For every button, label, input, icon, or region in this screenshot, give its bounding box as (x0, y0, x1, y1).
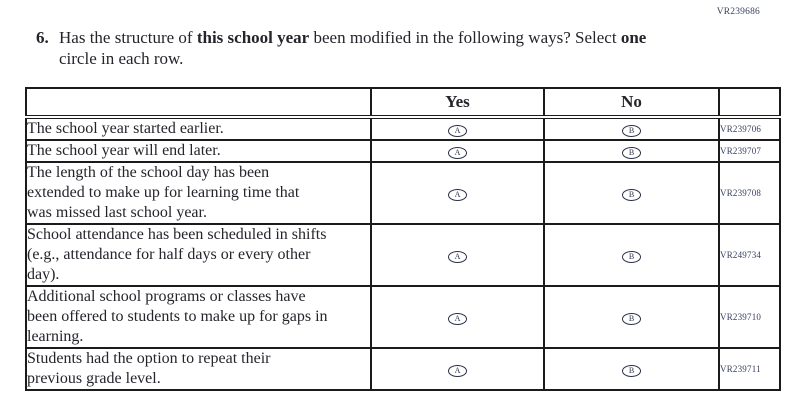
header-code (718, 87, 781, 119)
row-label: The school year started earlier. (25, 116, 372, 141)
table-row: The school year started earlier. A B VR2397… (25, 116, 781, 141)
yes-answer-bubble[interactable]: A (448, 365, 467, 377)
yes-answer-bubble[interactable]: A (448, 251, 467, 263)
question-segment: circle in each row. (59, 49, 184, 68)
form-code: VR239686 (716, 7, 760, 17)
question-block: 6. Has the structure of this school year… (36, 27, 753, 69)
row-code: VR239711 (718, 347, 781, 391)
yes-cell: A (370, 116, 545, 141)
no-answer-bubble[interactable]: B (622, 147, 641, 159)
row-code: VR239706 (718, 116, 781, 141)
yes-answer-bubble[interactable]: A (448, 147, 467, 159)
question-segment: this school year (196, 28, 310, 47)
no-cell: B (543, 347, 720, 391)
question-segment: Has the structure of (59, 28, 197, 47)
yes-answer-bubble[interactable]: A (448, 125, 467, 137)
table-row: The length of the school day has been ex… (25, 161, 781, 225)
question-segment: been modified in the following ways? Sel… (309, 28, 621, 47)
table-row: Students had the option to repeat their … (25, 347, 781, 391)
header-blank (25, 87, 372, 119)
question-number: 6. (36, 28, 49, 47)
row-label: Additional school programs or classes ha… (25, 285, 372, 349)
table-row: The school year will end later. A B VR23970… (25, 139, 781, 163)
row-label: School attendance has been scheduled in … (25, 223, 372, 287)
yes-cell: A (370, 139, 545, 163)
row-code: VR239710 (718, 285, 781, 349)
table-row: School attendance has been scheduled in … (25, 223, 781, 287)
row-label: Students had the option to repeat their … (25, 347, 372, 391)
no-answer-bubble[interactable]: B (622, 365, 641, 377)
table-header-row: Yes No (25, 87, 781, 119)
question-table: Yes No The school year started earlier. A… (25, 87, 781, 391)
header-no: No (543, 87, 720, 119)
row-code: VR249734 (718, 223, 781, 287)
table-body: The school year started earlier. A B VR2397… (25, 116, 781, 391)
no-cell: B (543, 139, 720, 163)
yes-cell: A (370, 347, 545, 391)
no-answer-bubble[interactable]: B (622, 189, 641, 201)
yes-cell: A (370, 223, 545, 287)
row-code: VR239707 (718, 139, 781, 163)
header-yes: Yes (370, 87, 545, 119)
row-code: VR239708 (718, 161, 781, 225)
yes-answer-bubble[interactable]: A (448, 189, 467, 201)
row-label: The school year will end later. (25, 139, 372, 163)
no-answer-bubble[interactable]: B (622, 251, 641, 263)
no-cell: B (543, 285, 720, 349)
yes-cell: A (370, 161, 545, 225)
no-cell: B (543, 161, 720, 225)
yes-answer-bubble[interactable]: A (448, 313, 467, 325)
no-answer-bubble[interactable]: B (622, 313, 641, 325)
no-cell: B (543, 116, 720, 141)
yes-cell: A (370, 285, 545, 349)
row-label: The length of the school day has been ex… (25, 161, 372, 225)
question-segment: one (620, 28, 647, 47)
question-text: Has the structure of this school year be… (59, 27, 753, 69)
no-answer-bubble[interactable]: B (622, 125, 641, 137)
no-cell: B (543, 223, 720, 287)
table-row: Additional school programs or classes ha… (25, 285, 781, 349)
